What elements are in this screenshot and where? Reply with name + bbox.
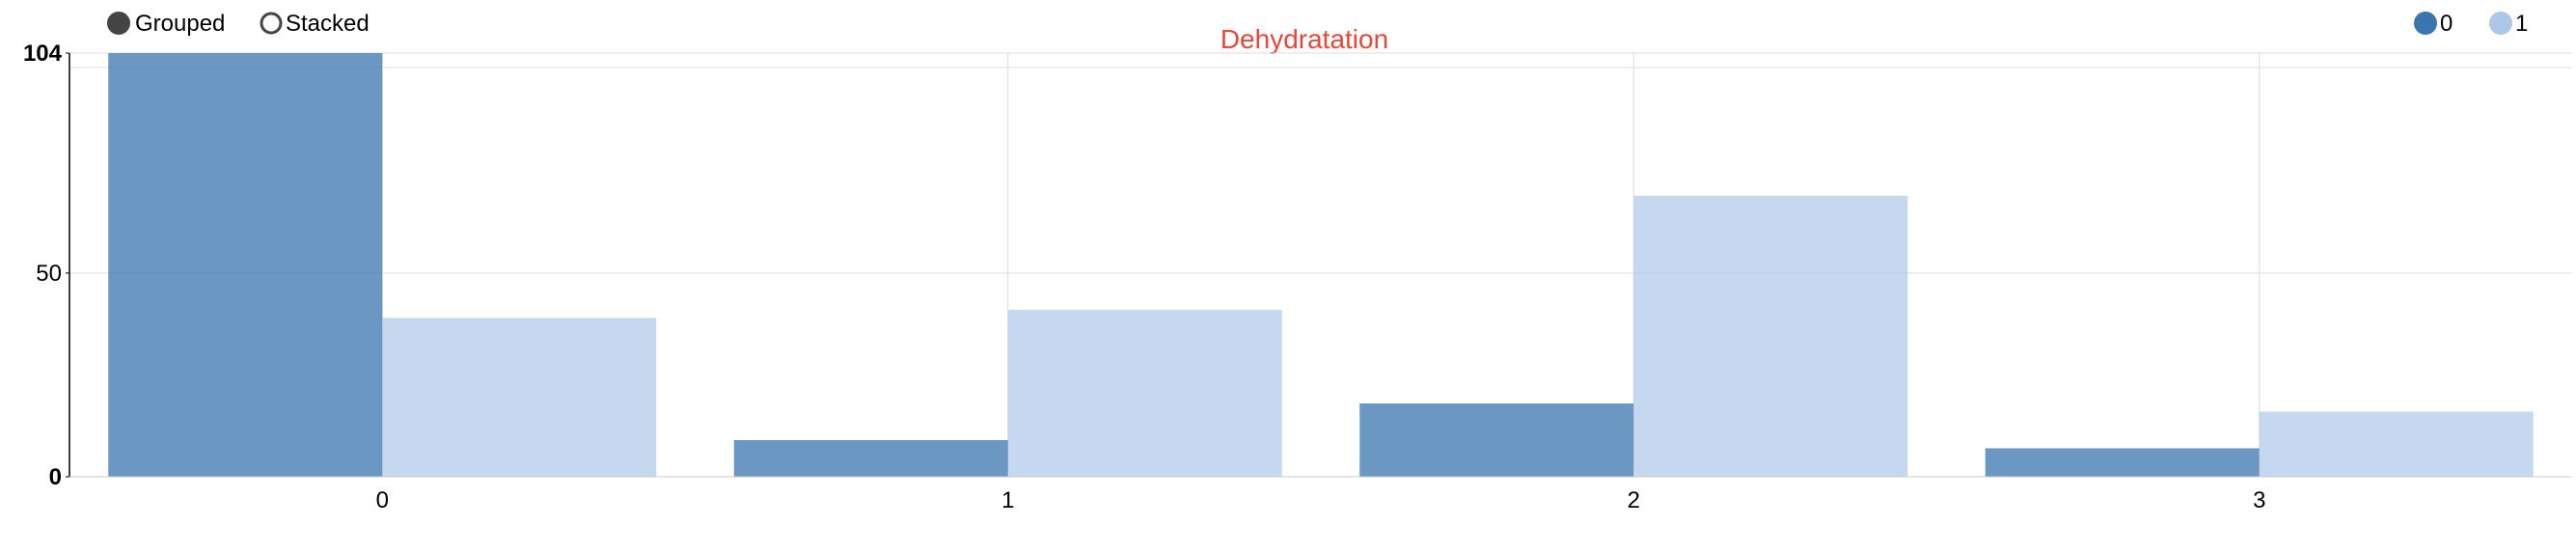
grouped-radio[interactable]: Grouped bbox=[107, 11, 225, 37]
bar-series-0-cat-3[interactable] bbox=[1985, 448, 2260, 477]
bar-series-1-cat-3[interactable] bbox=[2259, 411, 2534, 477]
x-tick-label-3: 3 bbox=[2253, 487, 2265, 513]
y-tick-label-2: 104 bbox=[23, 41, 63, 67]
bar-series-1-cat-0[interactable] bbox=[382, 318, 657, 477]
axes: 0 50 104 0 1 2 3 bbox=[23, 41, 2572, 513]
x-tick-label-2: 2 bbox=[1628, 487, 1640, 513]
grouped-radio-icon bbox=[107, 12, 130, 35]
y-tick-label-0: 0 bbox=[49, 464, 62, 490]
legend-item-0[interactable]: 0 bbox=[2414, 11, 2453, 37]
y-tick-label-1: 50 bbox=[36, 261, 62, 287]
bar-series-1-cat-2[interactable] bbox=[1633, 195, 1908, 477]
stacked-label: Stacked bbox=[286, 11, 370, 37]
bars bbox=[108, 53, 2534, 477]
legend-label-1: 1 bbox=[2515, 11, 2528, 37]
legend-dot-icon-1 bbox=[2489, 12, 2512, 35]
bar-series-0-cat-1[interactable] bbox=[733, 440, 1008, 477]
bar-series-0-cat-0[interactable] bbox=[108, 53, 383, 477]
chart-title: Dehydratation bbox=[1220, 24, 1388, 54]
bar-series-0-cat-2[interactable] bbox=[1359, 403, 1634, 477]
x-tick-label-1: 1 bbox=[1001, 487, 1014, 513]
x-tick-label-0: 0 bbox=[376, 487, 389, 513]
grouped-label: Grouped bbox=[135, 11, 225, 37]
stacked-radio-icon bbox=[260, 12, 283, 35]
legend-item-1[interactable]: 1 bbox=[2489, 11, 2528, 37]
bar-series-1-cat-1[interactable] bbox=[1007, 309, 1282, 477]
legend-dot-icon-0 bbox=[2414, 12, 2437, 35]
stacked-radio[interactable]: Stacked bbox=[260, 11, 370, 37]
legend-label-0: 0 bbox=[2440, 11, 2453, 37]
